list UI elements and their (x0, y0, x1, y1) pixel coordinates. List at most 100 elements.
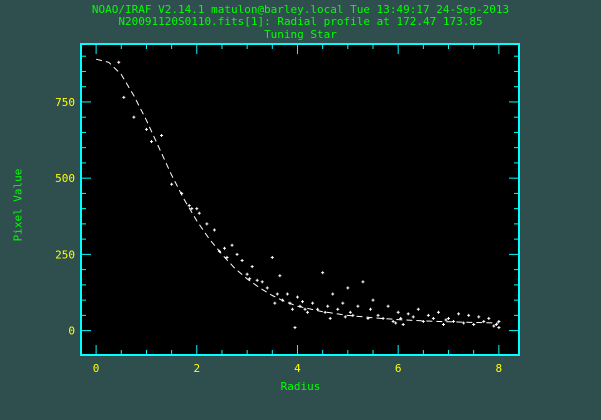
data-point (421, 319, 425, 323)
data-point (497, 319, 501, 323)
data-point (288, 301, 292, 305)
data-point (190, 207, 194, 211)
data-point (205, 222, 209, 226)
axis-box (80, 43, 520, 356)
data-point (341, 301, 345, 305)
data-point (376, 313, 380, 317)
data-point (311, 301, 315, 305)
data-point (348, 310, 352, 314)
y-tick-label: 750 (55, 96, 75, 109)
data-point (431, 316, 435, 320)
data-point (346, 286, 350, 290)
data-point (399, 316, 403, 320)
data-point (270, 255, 274, 259)
data-point (235, 252, 239, 256)
tick-labels: 0 2 4 6 8 0 250 500 750 (55, 96, 502, 375)
data-point (391, 319, 395, 323)
data-point (321, 271, 325, 275)
x-axis-label: Radius (280, 380, 321, 393)
data-point (298, 304, 302, 308)
axes-frame (80, 43, 520, 356)
data-point (326, 304, 330, 308)
data-point (452, 319, 456, 323)
data-point (406, 312, 410, 316)
data-point (323, 310, 327, 314)
data-point (497, 326, 501, 330)
data-point (462, 321, 466, 325)
data-point (195, 207, 199, 211)
data-point (477, 315, 481, 319)
data-point (222, 246, 226, 250)
data-point (467, 313, 471, 317)
data-point (441, 323, 445, 327)
plot-background (81, 44, 519, 355)
data-point (394, 321, 398, 325)
data-point (343, 315, 347, 319)
data-point (371, 298, 375, 302)
y-tick-label: 0 (68, 325, 75, 338)
data-point (245, 272, 249, 276)
data-point (132, 115, 136, 119)
data-point (336, 307, 340, 311)
y-tick-label: 500 (55, 172, 75, 185)
data-point (426, 313, 430, 317)
data-point (411, 315, 415, 319)
data-point (275, 292, 279, 296)
data-points (117, 60, 501, 330)
data-point (122, 95, 126, 99)
data-point (240, 258, 244, 262)
data-point (401, 323, 405, 327)
data-point (482, 319, 486, 323)
data-point (265, 286, 269, 290)
data-point (225, 255, 229, 259)
data-point (366, 316, 370, 320)
data-point (368, 307, 372, 311)
data-point (492, 324, 496, 328)
data-point (316, 307, 320, 311)
data-point (230, 243, 234, 247)
data-point (170, 182, 174, 186)
data-point (306, 310, 310, 314)
data-point (487, 316, 491, 320)
header-line-2: N20091120S0110.fits[1]: Radial profile a… (118, 15, 483, 28)
data-point (351, 313, 355, 317)
data-point (285, 292, 289, 296)
data-point (295, 295, 299, 299)
data-point (396, 310, 400, 314)
data-point (381, 316, 385, 320)
data-point (416, 307, 420, 311)
data-point (386, 304, 390, 308)
data-point (303, 307, 307, 311)
data-point (356, 304, 360, 308)
axis-ticks (81, 44, 519, 355)
data-point (160, 133, 164, 137)
data-point (447, 316, 451, 320)
header-line-1: NOAO/IRAF V2.14.1 matulon@barley.local T… (91, 3, 510, 16)
data-point (187, 204, 191, 208)
data-point (290, 307, 294, 311)
data-point (250, 265, 254, 269)
x-tick-label: 0 (93, 362, 100, 375)
data-point (117, 60, 121, 64)
x-tick-label: 4 (294, 362, 301, 375)
x-tick-label: 2 (193, 362, 200, 375)
data-point (280, 298, 284, 302)
data-point (444, 318, 448, 322)
data-point (278, 274, 282, 278)
data-point (144, 127, 148, 131)
data-point (212, 228, 216, 232)
data-point (457, 312, 461, 316)
data-point (273, 301, 277, 305)
data-point (361, 280, 365, 284)
chart-title: Tuning Star (264, 28, 337, 41)
data-point (331, 292, 335, 296)
data-point (293, 326, 297, 330)
data-point (217, 249, 221, 253)
data-point (180, 191, 184, 195)
data-point (149, 140, 153, 144)
data-point (472, 323, 476, 327)
fit-curve (95, 58, 499, 324)
data-point (260, 280, 264, 284)
